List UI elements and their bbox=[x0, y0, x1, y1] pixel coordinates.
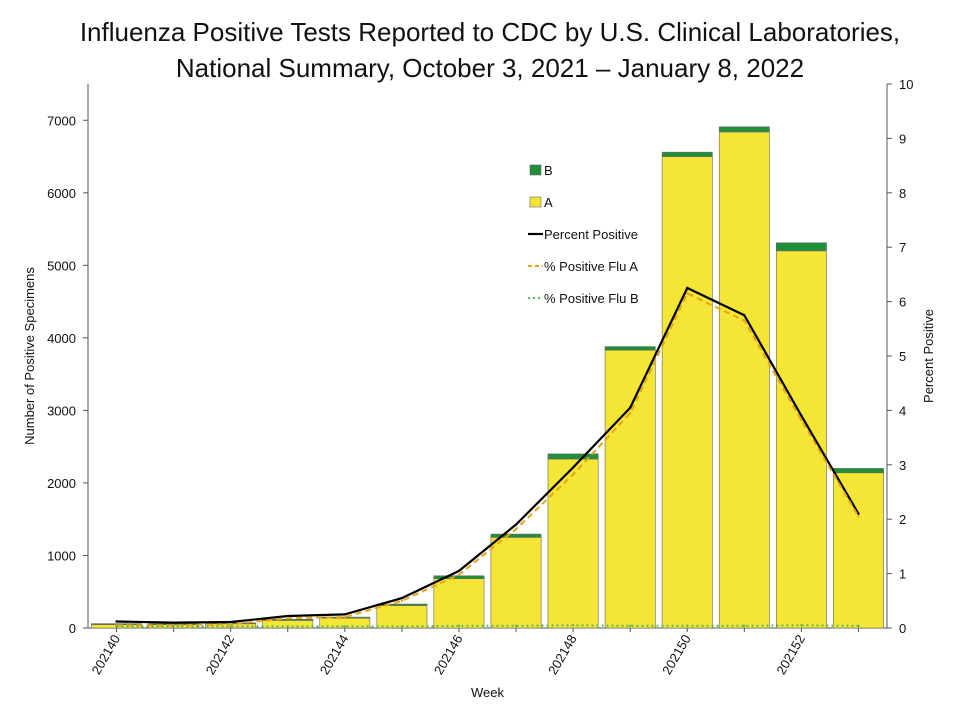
y2-tick-label: 10 bbox=[899, 77, 913, 92]
chart-title: Influenza Positive Tests Reported to CDC… bbox=[0, 14, 980, 86]
y-tick-label: 6000 bbox=[47, 186, 76, 201]
legend-label: Percent Positive bbox=[544, 227, 638, 242]
line-point bbox=[172, 621, 175, 624]
y2-axis-title: Percent Positive bbox=[921, 309, 936, 403]
y-tick-label: 7000 bbox=[47, 113, 76, 128]
line-point bbox=[229, 625, 232, 628]
bar-a bbox=[547, 458, 599, 629]
line-point bbox=[743, 319, 746, 322]
x-tick-label: 202148 bbox=[545, 632, 580, 677]
line-percent-positive bbox=[116, 286, 860, 624]
line-positive-flu-b bbox=[116, 624, 859, 628]
line-point bbox=[857, 512, 860, 515]
y-tick-label: 1000 bbox=[47, 548, 76, 563]
line-point bbox=[400, 625, 404, 628]
y-tick-label: 4000 bbox=[47, 331, 76, 346]
line-point bbox=[857, 624, 860, 628]
line-point bbox=[229, 622, 232, 626]
x-tick-label: 202140 bbox=[88, 632, 123, 677]
legend-label: B bbox=[544, 163, 553, 178]
bar-b bbox=[490, 533, 542, 538]
bar-a bbox=[833, 472, 884, 629]
y-axis-title: Number of Positive Specimens bbox=[22, 267, 37, 445]
line-point bbox=[514, 624, 518, 628]
line-point bbox=[343, 625, 347, 628]
line-point bbox=[628, 411, 632, 415]
line-point bbox=[686, 624, 689, 628]
line-positive-flu-a bbox=[116, 292, 860, 627]
line-point bbox=[286, 625, 289, 628]
y2-tick-label: 0 bbox=[899, 621, 906, 636]
line-point bbox=[343, 613, 347, 616]
y2-tick-label: 9 bbox=[899, 131, 906, 146]
line-point bbox=[514, 527, 518, 531]
y2-tick-label: 3 bbox=[899, 458, 906, 473]
line-point bbox=[800, 624, 803, 627]
bar-a bbox=[376, 605, 428, 629]
bar-b bbox=[718, 126, 770, 133]
line-point bbox=[800, 418, 803, 422]
line-point bbox=[457, 624, 461, 628]
y-tick-label: 0 bbox=[69, 621, 76, 636]
line-point bbox=[686, 286, 689, 290]
line-point bbox=[286, 614, 289, 618]
legend-label: % Positive Flu A bbox=[544, 259, 638, 274]
bar-b bbox=[604, 346, 656, 351]
bar-b bbox=[547, 453, 599, 460]
line-point bbox=[286, 617, 289, 620]
line-point bbox=[571, 466, 575, 469]
chart-title-line-2: National Summary, October 3, 2021 – Janu… bbox=[175, 53, 805, 83]
y2-tick-label: 2 bbox=[899, 512, 906, 527]
y2-tick-label: 7 bbox=[899, 240, 906, 255]
x-tick-label: 202152 bbox=[773, 632, 808, 677]
y-tick-label: 3000 bbox=[47, 403, 76, 418]
bar-a bbox=[718, 131, 770, 629]
line-point bbox=[800, 414, 803, 418]
x-tick-label: 202146 bbox=[431, 632, 466, 677]
y2-tick-label: 5 bbox=[899, 349, 906, 364]
chart-title-line-1: Influenza Positive Tests Reported to CDC… bbox=[79, 17, 901, 47]
line-point bbox=[571, 624, 575, 627]
x-axis-title: Week bbox=[471, 685, 504, 700]
line-point bbox=[743, 314, 746, 317]
line-point bbox=[457, 569, 461, 573]
line-point bbox=[343, 615, 347, 619]
line-point bbox=[628, 406, 632, 409]
line-point bbox=[628, 624, 632, 628]
line-point bbox=[457, 573, 461, 576]
line-point bbox=[571, 473, 575, 476]
y2-tick-label: 1 bbox=[899, 567, 906, 582]
x-tick-label: 202144 bbox=[317, 632, 352, 677]
legend-label: % Positive Flu B bbox=[544, 291, 639, 306]
bar-a bbox=[433, 578, 485, 629]
y-tick-label: 2000 bbox=[47, 476, 76, 491]
y2-tick-label: 8 bbox=[899, 186, 906, 201]
x-tick-label: 202150 bbox=[659, 632, 694, 677]
bar-b bbox=[775, 242, 827, 252]
bar-b bbox=[833, 468, 884, 474]
legend-swatch-a bbox=[529, 196, 542, 208]
line-point bbox=[400, 599, 404, 602]
line-point bbox=[115, 620, 118, 623]
line-point bbox=[686, 292, 689, 295]
bar-a bbox=[661, 156, 713, 629]
y-tick-label: 5000 bbox=[47, 258, 76, 273]
bar-a bbox=[775, 250, 827, 629]
line-point bbox=[857, 515, 860, 518]
y2-tick-label: 6 bbox=[899, 295, 906, 310]
line-point bbox=[172, 625, 175, 628]
line-point bbox=[743, 624, 746, 628]
legend-swatch-b bbox=[529, 164, 542, 176]
bar-a bbox=[604, 349, 656, 629]
line-point bbox=[514, 523, 518, 526]
line-point bbox=[229, 620, 232, 624]
bar-b bbox=[661, 151, 713, 157]
line-point bbox=[400, 596, 404, 600]
y2-tick-label: 4 bbox=[899, 403, 906, 418]
legend-label: A bbox=[544, 195, 553, 210]
bar-a bbox=[490, 537, 542, 629]
x-tick-label: 202142 bbox=[203, 632, 238, 677]
line-point bbox=[115, 625, 118, 628]
